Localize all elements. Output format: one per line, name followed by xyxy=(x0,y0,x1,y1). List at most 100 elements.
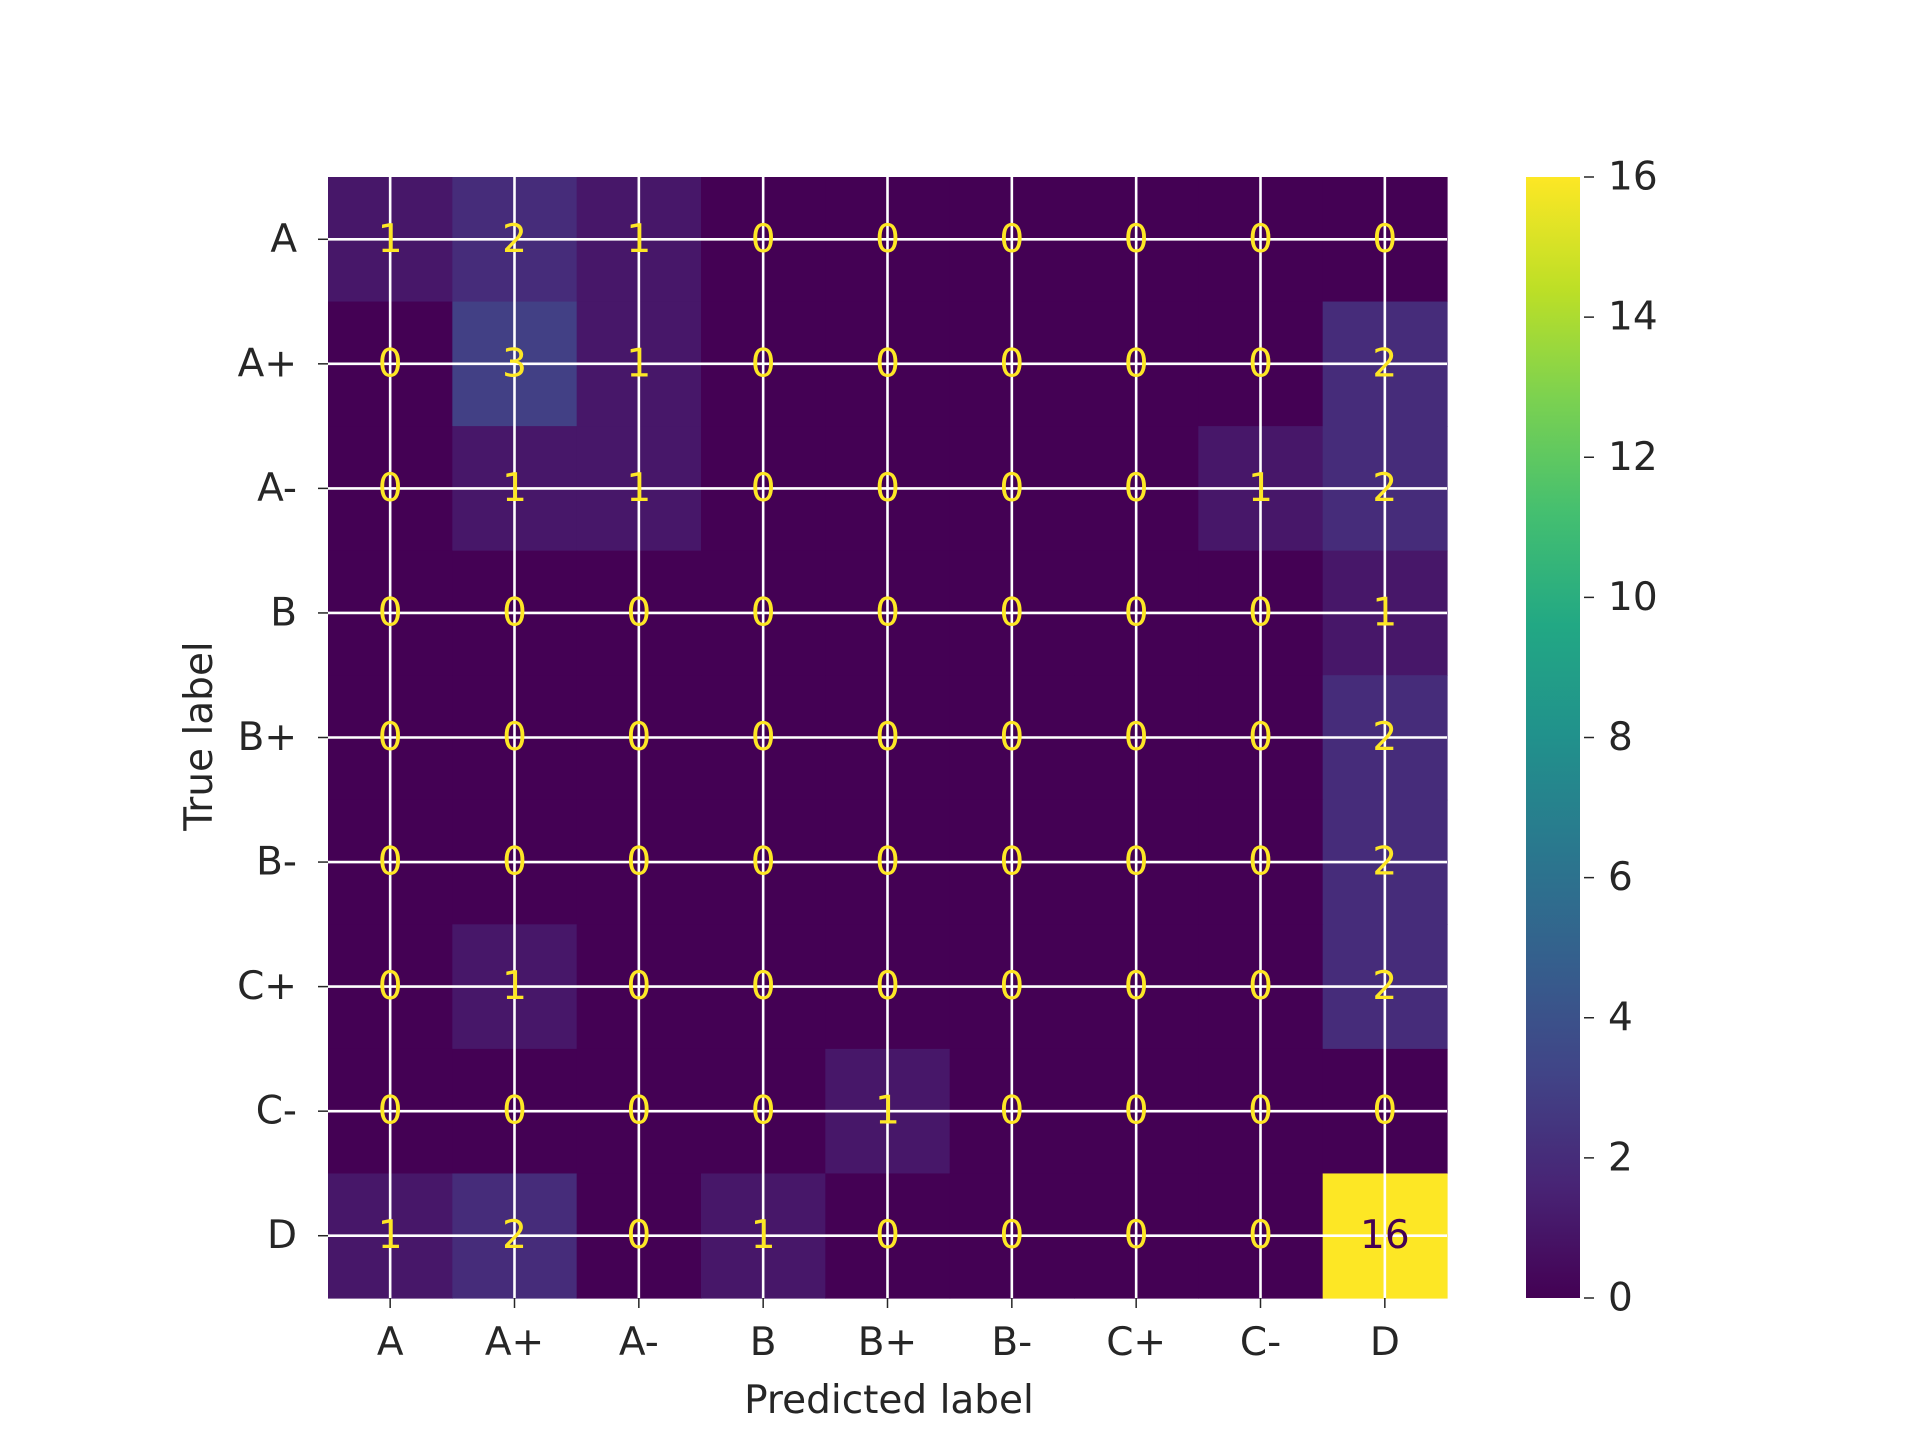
cell-value-label: 0 xyxy=(502,1089,527,1134)
cell-value-label: 0 xyxy=(626,964,651,1009)
y-tick-label: B+ xyxy=(238,715,297,760)
cell-value-label: 0 xyxy=(875,217,900,262)
cell-value-label: 1 xyxy=(626,466,651,511)
y-tick-label: C+ xyxy=(237,964,297,1009)
cell-value-label: 0 xyxy=(626,590,651,635)
cell-value-label: 2 xyxy=(1372,840,1397,885)
y-tick-label: C- xyxy=(256,1089,297,1134)
colorbar-tick-label: 10 xyxy=(1608,575,1658,620)
cell-value-label: 0 xyxy=(1124,1213,1149,1258)
cell-value-label: 0 xyxy=(875,964,900,1009)
cell-value-label: 1 xyxy=(502,466,527,511)
cell-value-label: 0 xyxy=(875,840,900,885)
cell-value-label: 0 xyxy=(626,715,651,760)
x-tick-label: B- xyxy=(991,1320,1032,1365)
cell-value-label: 0 xyxy=(1124,1089,1149,1134)
cell-value-label: 0 xyxy=(502,715,527,760)
cell-value-label: 0 xyxy=(751,1089,776,1134)
cell-value-label: 0 xyxy=(1124,466,1149,511)
cell-value-label: 0 xyxy=(502,840,527,885)
cell-value-label: 0 xyxy=(751,341,776,386)
colorbar-tick-label: 14 xyxy=(1608,295,1658,340)
cell-value-label: 0 xyxy=(875,590,900,635)
cell-value-label: 0 xyxy=(378,840,403,885)
colorbar-tick-label: 2 xyxy=(1608,1135,1633,1180)
cell-value-label: 0 xyxy=(751,466,776,511)
cell-value-label: 1 xyxy=(751,1213,776,1258)
cell-value-label: 3 xyxy=(502,341,527,386)
cell-labels: 1 2 1 0 0 0 0 0 0 0 3 1 0 0 0 0 0 2 0 1 1 0 0 0 0 1 2 0 0 0 0 0 0 0 0 1 0 0 0 0… xyxy=(378,217,1410,1258)
cell-value-label: 1 xyxy=(378,217,403,262)
cell-value-label: 0 xyxy=(875,715,900,760)
cell-value-label: 0 xyxy=(378,590,403,635)
cell-value-label: 0 xyxy=(999,341,1024,386)
y-tick-label: A- xyxy=(257,466,297,511)
cell-value-label: 1 xyxy=(875,1089,900,1134)
grid-lines xyxy=(328,177,1447,1298)
colorbar-gradient xyxy=(1526,177,1580,1298)
cell-value-label: 0 xyxy=(875,341,900,386)
x-tick-label: A+ xyxy=(485,1320,544,1365)
cell-value-label: 0 xyxy=(626,1213,651,1258)
cell-value-label: 0 xyxy=(999,964,1024,1009)
y-tick-label: B xyxy=(270,590,297,635)
colorbar-tick-label: 16 xyxy=(1608,155,1658,200)
cell-value-label: 2 xyxy=(1372,341,1397,386)
cell-value-label: 0 xyxy=(1124,840,1149,885)
x-tick-label: C- xyxy=(1240,1320,1281,1365)
cell-value-label: 0 xyxy=(1124,715,1149,760)
cell-value-label: 2 xyxy=(1372,466,1397,511)
cell-value-label: 0 xyxy=(1124,590,1149,635)
y-tick-label: A xyxy=(270,217,297,262)
cell-value-label: 1 xyxy=(1248,466,1273,511)
colorbar-tick-label: 6 xyxy=(1608,855,1633,900)
x-tick-label: A- xyxy=(619,1320,659,1365)
cell-value-label: 0 xyxy=(751,840,776,885)
cell-value-label: 0 xyxy=(1124,217,1149,262)
cell-value-label: 0 xyxy=(378,964,403,1009)
cell-value-label: 0 xyxy=(1248,1213,1273,1258)
cell-value-label: 2 xyxy=(502,1213,527,1258)
colorbar-tick-label: 4 xyxy=(1608,995,1633,1040)
cell-value-label: 0 xyxy=(378,715,403,760)
cell-value-label: 0 xyxy=(1248,217,1273,262)
x-tick-label: C+ xyxy=(1106,1320,1166,1365)
x-tick-label: D xyxy=(1370,1320,1400,1365)
cell-value-label: 0 xyxy=(999,840,1024,885)
x-tick-label: B xyxy=(750,1320,777,1365)
cell-value-label: 2 xyxy=(1372,715,1397,760)
cell-value-label: 0 xyxy=(1248,964,1273,1009)
cell-value-label: 0 xyxy=(999,1089,1024,1134)
cell-value-label: 0 xyxy=(751,715,776,760)
cell-value-label: 0 xyxy=(378,1089,403,1134)
cell-value-label: 2 xyxy=(502,217,527,262)
cell-value-label: 0 xyxy=(999,217,1024,262)
cell-value-label: 0 xyxy=(378,466,403,511)
cell-value-label: 0 xyxy=(999,1213,1024,1258)
cell-value-label: 0 xyxy=(999,715,1024,760)
y-tick-label: A+ xyxy=(238,341,297,386)
cell-value-label: 0 xyxy=(999,590,1024,635)
y-tick-label: D xyxy=(267,1213,297,1258)
y-axis-title: True label xyxy=(177,641,222,832)
cell-value-label: 0 xyxy=(1248,1089,1273,1134)
cell-value-label: 0 xyxy=(1124,964,1149,1009)
cell-value-label: 0 xyxy=(1372,1089,1397,1134)
cell-value-label: 0 xyxy=(626,1089,651,1134)
cell-value-label: 0 xyxy=(751,217,776,262)
cell-value-label: 16 xyxy=(1360,1213,1410,1258)
cell-value-label: 0 xyxy=(378,341,403,386)
y-axis-ticks: A A+ A- B B+ B- C+ C- D xyxy=(237,217,328,1258)
cell-value-label: 0 xyxy=(1372,217,1397,262)
colorbar: 0 2 4 6 8 10 12 14 16 xyxy=(1526,155,1658,1321)
cell-value-label: 0 xyxy=(1124,341,1149,386)
cell-value-label: 1 xyxy=(378,1213,403,1258)
colorbar-tick-label: 8 xyxy=(1608,715,1633,760)
x-tick-label: B+ xyxy=(858,1320,917,1365)
colorbar-tick-label: 12 xyxy=(1608,435,1658,480)
cell-value-label: 2 xyxy=(1372,964,1397,1009)
x-axis-ticks: A A+ A- B B+ B- C+ C- D xyxy=(377,1298,1400,1365)
cell-value-label: 1 xyxy=(502,964,527,1009)
